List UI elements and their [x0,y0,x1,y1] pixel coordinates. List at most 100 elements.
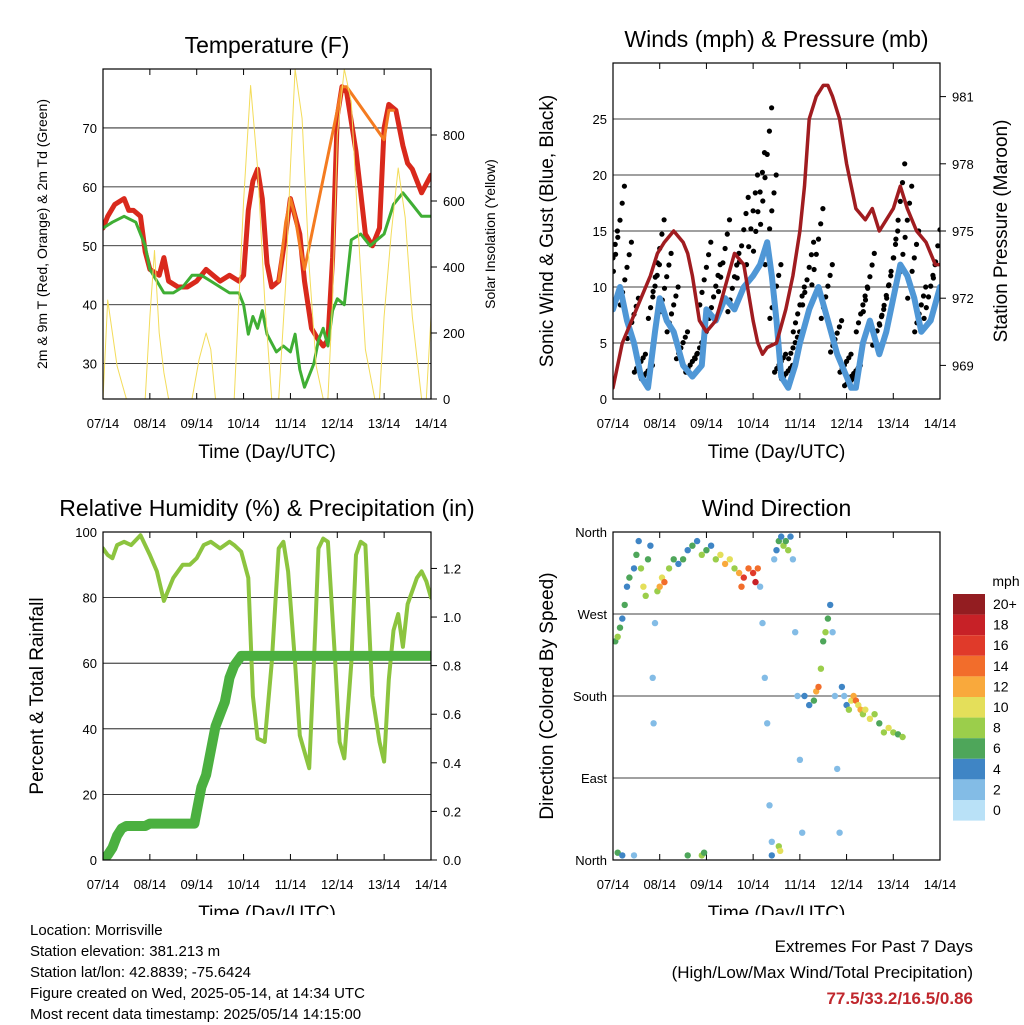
gust-point [720,260,726,266]
y2-tick-label: 1.0 [443,610,461,625]
direction-point [836,829,843,836]
x-tick-label: 13/14 [368,877,401,892]
direction-point [642,592,649,599]
gust-point [923,284,929,290]
direction-point [831,692,839,700]
colorbar-swatch [953,676,985,697]
gust-point [762,262,768,268]
direction-point [834,765,841,773]
direction-point [640,583,647,590]
y2-tick-label: 0.2 [443,804,461,819]
gust-point [725,309,731,315]
gust-point [783,351,789,357]
gust-point [937,227,940,233]
gust-point [808,252,815,258]
direction-point [756,583,764,590]
direction-point [679,556,687,563]
gust-point [682,334,688,340]
gust-point [790,329,796,335]
colorbar-swatch [953,655,985,677]
colorbar-swatch [953,779,985,800]
x-tick-label: 08/14 [643,416,676,431]
series-rh [103,533,431,771]
gust-point [769,105,775,111]
colorbar-label: 4 [993,761,1001,777]
direction-point [712,556,719,563]
y2-axis-label: Solar Insolation (Yellow) [482,159,498,309]
x-tick-label: 07/14 [597,877,630,892]
gust-point [792,320,799,326]
gust-point [895,228,901,234]
y2-tick-label: 0.0 [443,853,461,868]
direction-point [700,849,708,856]
extremes-block: Extremes For Past 7 Days (High/Low/Max W… [672,934,973,1012]
direction-point [689,542,696,549]
direction-point [768,838,775,845]
gust-point [881,306,887,312]
gust-point [815,236,822,242]
gust-point [865,285,871,291]
colorbar-swatch [953,758,985,780]
y-tick-label: 20 [83,787,97,802]
gust-point [900,251,906,257]
direction-point [862,706,869,713]
direction-point [792,629,799,636]
x-tick-label: 12/14 [321,416,354,431]
gust-point [614,228,621,234]
gust-point [722,245,728,252]
y-tick-label: 100 [75,525,97,540]
gust-point [752,190,758,196]
direction-point [738,583,745,590]
y2-axis-label: Station Pressure (Maroon) [991,120,1012,343]
gust-point [884,295,890,301]
gust-point [811,266,817,273]
y-tick-label: 5 [600,336,607,351]
direction-point [815,683,822,691]
direction-point [614,633,621,640]
gust-point [818,221,824,227]
gust-point [746,244,752,250]
direction-point [794,692,801,700]
panel-2: Winds (mph) & Pressure (mb) Time (Day/UTC… [537,26,1012,463]
direction-point [764,720,771,727]
direction-point [880,729,888,736]
gust-point [745,194,751,200]
x-tick-label: 07/14 [597,416,630,431]
station-latlon: Station lat/lon: 42.8839; -75.6424 [30,964,252,981]
gust-point [642,351,649,357]
gust-point [619,200,625,206]
y2-tick-label: 1.2 [443,561,461,576]
direction-point [693,537,701,545]
gust-point [834,330,840,336]
y-tick-label: 25 [593,112,607,127]
direction-point [623,583,631,590]
gust-point [773,172,779,178]
x-tick-label: 08/14 [134,877,167,892]
direction-point [845,706,853,713]
gust-point [750,208,756,214]
direction-point [630,852,638,859]
direction-point [766,802,773,809]
gust-point [694,350,701,356]
gust-point [800,302,806,308]
gust-point [867,274,873,280]
y-tick-label: South [573,689,607,704]
plot-frame [612,62,941,400]
direction-point [771,556,778,563]
direction-point [635,537,642,545]
direction-point [885,724,892,732]
x-tick-label: 13/14 [368,416,401,431]
series-2m-td [103,191,431,389]
gust-point [724,231,730,237]
extremes-subtitle: (High/Low/Max Wind/Total Precipitation) [671,963,973,982]
direction-point [644,556,652,563]
direction-point [698,551,705,558]
x-tick-label: 12/14 [830,416,863,431]
x-tick-label: 11/14 [275,877,307,892]
gust-point [661,217,667,223]
colorbar-title: mph [992,573,1019,589]
gust-point [750,248,757,254]
x-tick-label: 13/14 [877,416,910,431]
gust-point [753,228,759,234]
series-solar [103,69,431,399]
